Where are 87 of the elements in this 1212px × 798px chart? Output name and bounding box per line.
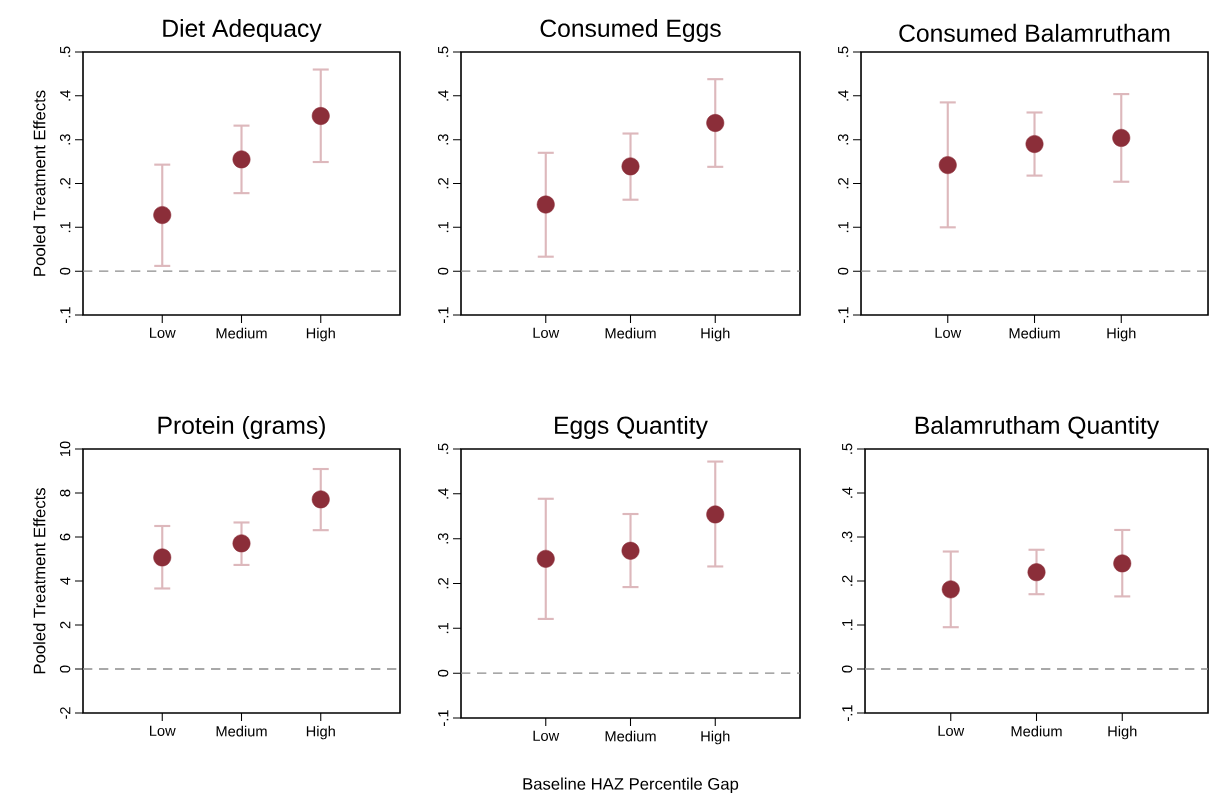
y-tick-label: .2 (60, 178, 71, 189)
point (232, 150, 251, 169)
x-tick-label: Medium (605, 730, 656, 742)
y-tick-label: 8 (59, 489, 71, 497)
x-tick-label: Medium (1009, 327, 1060, 339)
point (232, 534, 251, 553)
y-tick-label: .2 (438, 178, 449, 189)
x-tick-label: Low (533, 730, 560, 742)
y-tick-label: .1 (842, 619, 853, 631)
x-tick-label: Low (935, 327, 962, 339)
x-tick-label: Medium (605, 327, 656, 339)
y-tick-label: -.1 (842, 705, 853, 722)
y-tick-label: .2 (842, 575, 853, 587)
y-tick-label: 4 (60, 577, 71, 585)
point (706, 505, 725, 524)
point (153, 548, 172, 567)
y-tick-label: -.1 (438, 307, 449, 324)
y-tick-label: -2 (60, 707, 71, 720)
y-tick-label: .5 (438, 443, 449, 455)
y-tick-label: .1 (438, 222, 449, 233)
point (311, 490, 330, 509)
point (536, 550, 555, 569)
y-tick-label: -.1 (438, 710, 449, 727)
point (621, 157, 640, 176)
point (941, 580, 960, 599)
x-tick-label: Low (533, 327, 560, 339)
y-tick-label: 0 (59, 665, 71, 673)
y-tick-label: .4 (60, 90, 71, 101)
x-tick-label: High (701, 327, 730, 342)
y-tick-label: .1 (60, 222, 71, 233)
y-tick-label: .3 (437, 533, 449, 544)
point (1025, 135, 1044, 154)
point (706, 114, 725, 133)
y-tick-label: 0 (437, 267, 449, 275)
point (621, 542, 640, 560)
point (536, 195, 555, 214)
y-tick-label: 0 (837, 267, 849, 275)
y-tick-label: .5 (842, 443, 853, 455)
chart-title: Eggs Quantity (555, 416, 708, 440)
y-tick-label: .5 (438, 46, 449, 58)
y-tick-label: 0 (437, 669, 449, 677)
chart-title: Diet Adequacy (163, 19, 322, 43)
x-tick-label: High (1108, 725, 1137, 740)
y-tick-label: .3 (437, 134, 449, 145)
y-tick-label: 6 (59, 533, 71, 541)
y-tick-label: .3 (841, 531, 853, 543)
y-tick-label: .4 (438, 90, 449, 101)
y-tick-label: .5 (838, 46, 849, 58)
x-tick-label: High (1107, 327, 1136, 342)
y-tick-label: -.1 (838, 307, 849, 324)
point (311, 107, 330, 126)
x-tick-label: Medium (216, 327, 267, 339)
chart-title: Balamrutham Quantity (915, 416, 1160, 440)
point (1112, 129, 1131, 148)
y-tick-label: .4 (438, 488, 449, 499)
chart-title: Consumed Eggs (540, 19, 721, 43)
y-tick-label: .4 (842, 487, 853, 499)
y-axis-title: Pooled Treatment Effects (33, 488, 46, 674)
y-tick-label: .5 (60, 46, 71, 58)
x-tick-label: High (306, 327, 335, 342)
y-tick-label: .2 (838, 178, 849, 189)
x-axis-title: Baseline HAZ Percentile Gap (523, 777, 739, 794)
point (1027, 563, 1046, 582)
chart-title: Protein (grams) (158, 416, 325, 440)
y-tick-label: 0 (59, 267, 71, 275)
x-tick-label: Medium (1011, 725, 1062, 737)
y-tick-label: .3 (837, 134, 849, 145)
point (153, 206, 172, 225)
x-tick-label: Low (150, 327, 176, 339)
y-tick-label: -.1 (60, 307, 71, 324)
y-tick-label: .1 (438, 623, 449, 634)
x-tick-label: Low (938, 725, 965, 737)
y-axis-title: Pooled Treatment Effects (33, 90, 46, 276)
y-tick-label: .2 (438, 578, 449, 589)
chart-title: Consumed Balamrutham (899, 24, 1170, 43)
point (1113, 554, 1132, 573)
x-tick-label: High (306, 725, 335, 740)
x-tick-label: Low (150, 725, 176, 737)
y-tick-label: 10 (59, 441, 71, 457)
point (938, 156, 957, 175)
y-tick-label: .3 (59, 134, 71, 145)
y-tick-label: .4 (838, 90, 849, 101)
x-tick-label: Medium (216, 725, 267, 737)
x-tick-label: High (701, 730, 730, 745)
y-tick-label: 0 (841, 665, 853, 673)
y-tick-label: 2 (60, 621, 71, 629)
y-tick-label: .1 (838, 222, 849, 233)
